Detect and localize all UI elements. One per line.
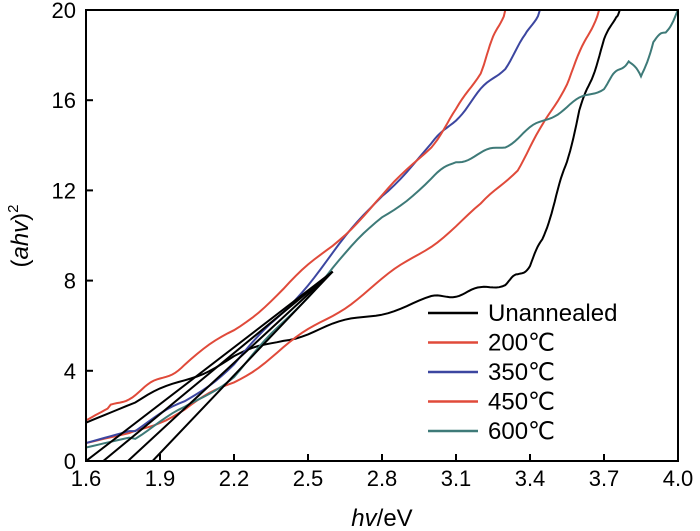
series-line-5 <box>86 10 678 449</box>
x-tick-label: 1.6 <box>71 466 102 491</box>
plot-lines <box>86 10 678 461</box>
fit-line-4 <box>151 270 334 461</box>
x-tick-label: 3.1 <box>441 466 472 491</box>
x-tick-label: 2.2 <box>219 466 250 491</box>
y-tick-label: 16 <box>52 88 76 113</box>
series-line-4 <box>86 10 507 422</box>
x-axis-title-unit: /eV <box>377 505 413 531</box>
x-ticks: 1.6 1.9 2.2 2.5 2.8 3.1 3.4 3.7 4.0 <box>71 454 694 491</box>
y-tick-label: 0 <box>64 449 76 474</box>
legend-label-5: 600℃ <box>488 418 555 445</box>
legend-label-3: 350℃ <box>488 359 555 386</box>
y-axis-title: (ahv)2 <box>5 204 34 267</box>
series-line-2 <box>86 10 601 444</box>
x-tick-label: 2.8 <box>367 466 398 491</box>
y-tick-label: 12 <box>52 178 76 203</box>
legend-label-4: 450℃ <box>488 389 555 416</box>
x-tick-label: 3.4 <box>515 466 546 491</box>
x-tick-label: 4.0 <box>663 466 694 491</box>
series-line-3 <box>86 10 541 444</box>
y-ticks: 0 4 8 12 16 20 <box>52 0 93 474</box>
y-tick-label: 4 <box>64 359 76 384</box>
x-axis-title-italic: hv <box>351 505 378 531</box>
x-tick-label: 1.9 <box>145 466 176 491</box>
legend-label-1: Unannealed <box>488 300 617 327</box>
y-tick-label: 8 <box>64 269 76 294</box>
legend-label-2: 200℃ <box>488 330 555 357</box>
y-axis-title-italic: ahv <box>7 219 34 260</box>
x-tick-label: 2.5 <box>293 466 324 491</box>
y-axis-title-close: ) <box>7 213 34 221</box>
x-axis-title: hv/eV <box>351 505 412 531</box>
fit-line-1 <box>86 270 334 461</box>
x-tick-label: 3.7 <box>589 466 620 491</box>
y-tick-label: 20 <box>52 0 76 23</box>
y-axis-title-superscript: 2 <box>5 204 22 212</box>
fit-line-2 <box>102 270 334 461</box>
fit-line-3 <box>127 270 334 461</box>
y-axis-title-open: ( <box>7 260 34 268</box>
